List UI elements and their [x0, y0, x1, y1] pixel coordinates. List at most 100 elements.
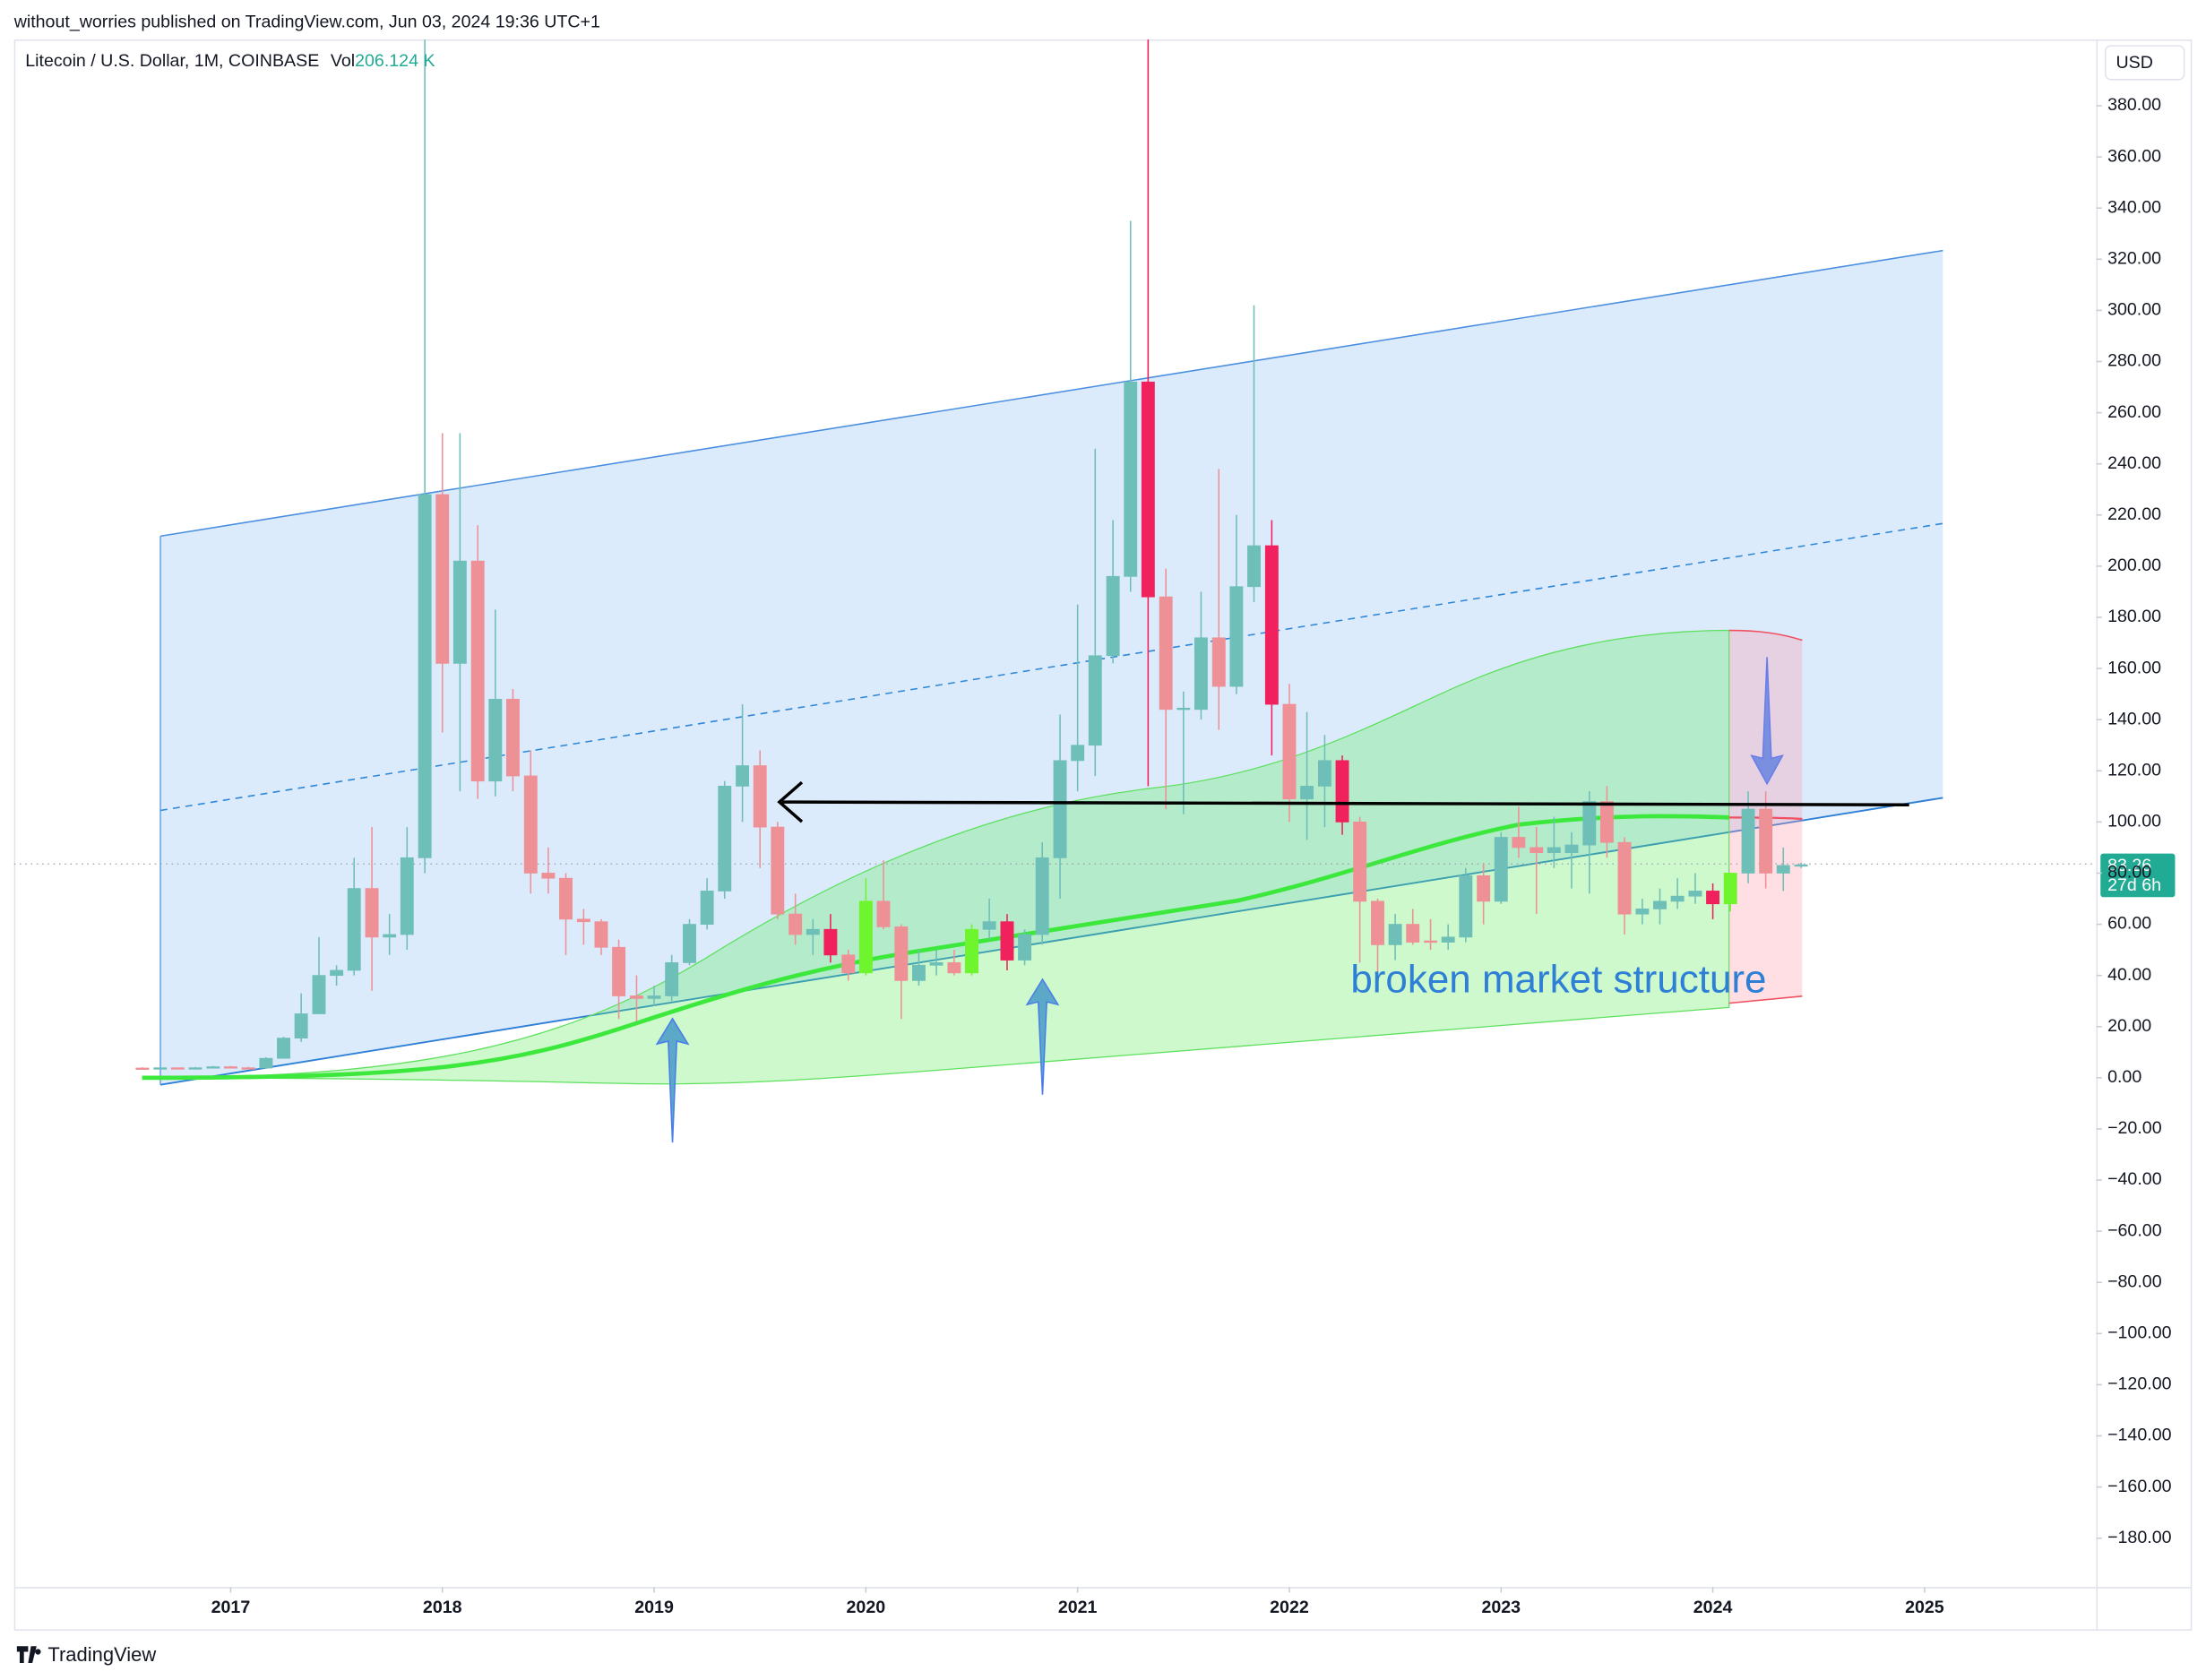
y-tick-label: −120.00: [2107, 1374, 2172, 1394]
candle-body: [982, 921, 996, 930]
candle-body: [1547, 847, 1561, 854]
candle-body: [1706, 891, 1720, 905]
x-tick-label: 2023: [1481, 1598, 1521, 1617]
y-tick-label: 220.00: [2107, 504, 2161, 524]
price-label: 83.26: [2107, 856, 2151, 875]
y-tick-label: 380.00: [2107, 95, 2161, 115]
candle-body: [1106, 575, 1120, 657]
y-tick-label: −100.00: [2107, 1323, 2172, 1343]
candle-body: [647, 995, 661, 999]
y-tick-label: −160.00: [2107, 1477, 2172, 1496]
candle-body: [788, 913, 803, 935]
candle-body: [1229, 586, 1244, 687]
x-tick-label: 2025: [1905, 1598, 1944, 1617]
candle-body: [452, 560, 467, 664]
frame: [13, 39, 2193, 1631]
candle-body: [1512, 837, 1526, 849]
candle-body: [1193, 637, 1208, 711]
candle-body: [1053, 760, 1067, 858]
candle-body: [1723, 873, 1737, 905]
x-tick-label: 2017: [211, 1598, 251, 1617]
candle-body: [153, 1067, 168, 1070]
candle-body: [1018, 934, 1032, 961]
y-tick-label: 180.00: [2107, 607, 2161, 626]
y-tick-label: 240.00: [2107, 453, 2161, 473]
candle-body: [259, 1057, 273, 1069]
candle-body: [400, 857, 414, 935]
candle-body: [559, 877, 573, 920]
volume-label: Vol: [331, 51, 355, 71]
candle-body: [523, 775, 538, 874]
y-tick-label: 360.00: [2107, 146, 2161, 166]
candle-body: [1424, 940, 1438, 943]
candle-body: [718, 786, 732, 892]
candle-body: [1741, 808, 1755, 874]
candle-body: [1441, 936, 1455, 943]
countdown: 27d 6h: [2107, 875, 2161, 895]
candle-body: [1159, 596, 1173, 711]
currency[interactable]: USD: [2116, 53, 2153, 73]
band-bottom-projection: [1728, 995, 1803, 1004]
candle-body: [1371, 900, 1384, 945]
brand: TradingView: [47, 1643, 156, 1666]
y-tick-label: 40.00: [2107, 965, 2151, 985]
candle-body: [312, 975, 326, 1014]
y-tick-label: 60.00: [2107, 914, 2151, 934]
candle-body: [1564, 844, 1579, 854]
x-tick-label: 2022: [1270, 1598, 1309, 1617]
candle-body: [1635, 909, 1650, 915]
y-tick-label: 20.00: [2107, 1016, 2151, 1036]
drawings: broken market structure: [13, 39, 2097, 1143]
candle-body: [1000, 921, 1014, 961]
y-tick-label: −180.00: [2107, 1528, 2172, 1547]
up-arrow: [655, 1017, 690, 1143]
y-tick-label: 300.00: [2107, 300, 2161, 320]
channel-mid: [159, 522, 1943, 812]
candle-body: [330, 969, 344, 977]
candle-body: [1617, 841, 1632, 915]
candle-body: [965, 928, 978, 974]
candle-body: [1282, 703, 1297, 800]
candle-body: [188, 1067, 203, 1070]
candle-body: [929, 961, 944, 966]
candle-body: [594, 921, 608, 948]
x-tick-label: 2018: [423, 1598, 462, 1617]
candle-body: [947, 961, 961, 974]
x-tick-label: 2019: [634, 1598, 674, 1617]
annotation: broken market structure: [1350, 958, 1766, 1002]
candles: [135, 39, 1808, 1070]
candle-body: [876, 900, 891, 927]
y-tick-label: 80.00: [2107, 863, 2151, 883]
candle-body: [1477, 874, 1491, 902]
candle-body: [700, 891, 714, 925]
candle-body: [488, 698, 503, 782]
candle-body: [894, 926, 909, 981]
y-tick-label: 140.00: [2107, 709, 2161, 728]
candle-body: [841, 954, 856, 974]
candle-body: [541, 873, 556, 879]
candle-body: [1071, 745, 1085, 762]
candle-body: [170, 1067, 185, 1070]
x-tick-label: 2024: [1693, 1598, 1733, 1617]
candle-body: [1599, 801, 1614, 843]
candle-body: [806, 928, 820, 935]
candle-body: [1459, 874, 1473, 938]
candle-body: [1776, 865, 1790, 874]
y-tick-label: 320.00: [2107, 248, 2161, 268]
band-top-projection: [1728, 629, 1803, 642]
currency-box[interactable]: [2104, 45, 2185, 81]
channel-top: [159, 249, 1943, 538]
candle-body: [1653, 900, 1667, 909]
y-tick-label: 340.00: [2107, 197, 2161, 217]
candle-body: [277, 1038, 290, 1059]
candle-body: [771, 826, 785, 915]
candle-body: [435, 494, 450, 664]
candle-body: [1211, 637, 1226, 687]
candle-body: [858, 900, 873, 974]
price-label-bg: [2100, 853, 2176, 898]
candle-body: [1759, 808, 1773, 874]
candle-body: [1582, 801, 1597, 846]
y-tick-label: 160.00: [2107, 658, 2161, 677]
